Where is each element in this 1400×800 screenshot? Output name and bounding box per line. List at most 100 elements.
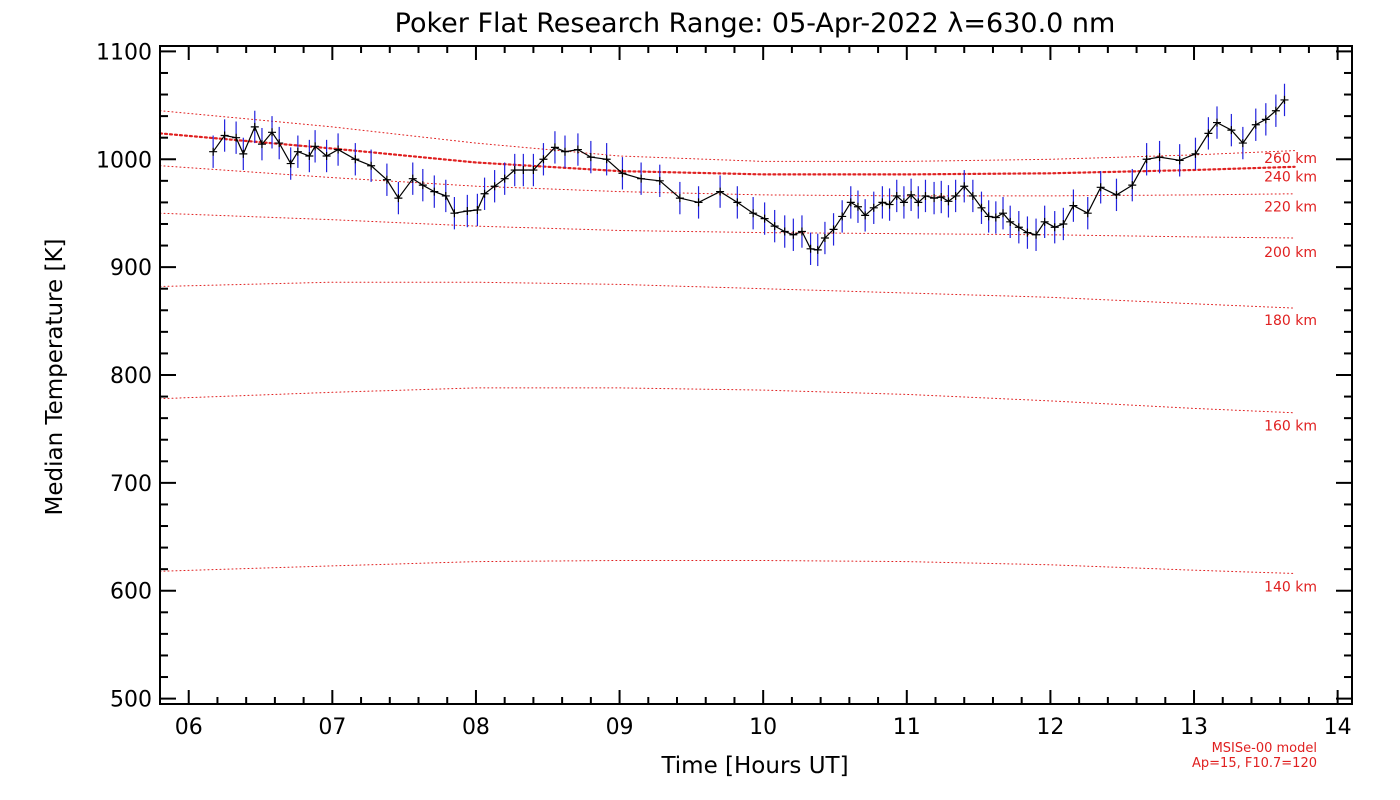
data-point [991,213,1000,222]
data-point [382,175,391,184]
data-point [1069,201,1078,210]
data-point [853,202,862,211]
model-curve-180-km [159,281,1296,309]
data-point [560,147,569,156]
data-point [1023,228,1032,237]
data-point [1128,181,1137,190]
data-point [960,182,969,191]
y-tick-label: 1000 [96,148,152,173]
data-point [869,203,878,212]
data-point [921,191,930,200]
data-point [780,227,789,236]
data-point [322,152,331,161]
data-point [789,230,798,239]
model-curve-200-km [159,212,1296,239]
model-curve-label: 160 km [1264,419,1317,435]
data-point [1261,115,1270,124]
data-point [733,198,742,207]
data-point [1032,230,1041,239]
data-point [892,191,901,200]
data-point [351,155,360,164]
data-point [968,191,977,200]
data-point [1227,126,1236,135]
model-curve-label: 200 km [1264,245,1317,261]
chart-title: Poker Flat Research Range: 05-Apr-2022 λ… [395,8,1116,39]
y-axis-label: Median Temperature [K] [42,239,68,516]
data-point [914,198,923,207]
temperature-series-line [212,99,1285,251]
data-point [977,203,986,212]
data-point [275,139,284,148]
data-point [675,194,684,203]
data-point [500,174,509,183]
x-tick-label: 07 [318,715,346,740]
x-tick-label: 09 [606,715,634,740]
data-point [268,128,277,137]
data-point [861,211,870,220]
data-point [1059,219,1068,228]
model-curve-label: 240 km [1264,170,1317,186]
data-point [510,166,519,175]
data-point [1271,106,1280,115]
x-tick-label: 06 [175,715,203,740]
data-point [293,147,302,156]
data-point [878,198,887,207]
data-point [951,191,960,200]
x-tick-label: 12 [1036,715,1064,740]
data-point [394,194,403,203]
data-point [1155,153,1164,162]
data-point [885,200,894,209]
data-point [1040,217,1049,226]
model-curve-220-km [159,165,1296,197]
data-point [1175,156,1184,165]
data-point [334,145,343,154]
data-point [209,147,218,156]
data-point [829,225,838,234]
data-point [408,174,417,183]
data-point [305,152,314,161]
data-point [1142,155,1151,164]
data-point [463,207,472,216]
data-point [820,234,829,243]
data-point [838,212,847,221]
model-curve-140-km [159,560,1296,574]
data-point [586,153,595,162]
data-point [529,166,538,175]
data-point [944,197,953,206]
y-tick-label: 800 [110,364,152,389]
model-params-note: Ap=15, F10.7=120 [1192,756,1317,771]
data-point [250,122,259,131]
data-point [1251,120,1260,129]
model-curve-label: 140 km [1264,579,1317,595]
plot-frame [159,45,1353,705]
x-tick-label: 14 [1324,715,1352,740]
data-point [441,191,450,200]
model-curve-label: 220 km [1264,200,1317,216]
data-point [490,182,499,191]
x-tick-label: 13 [1180,715,1208,740]
model-note: MSISe-00 model [1212,741,1317,756]
x-tick-label: 08 [462,715,490,740]
y-tick-label: 900 [110,256,152,281]
x-axis-label: Time [Hours UT] [660,753,848,779]
data-point [480,189,489,198]
data-point [937,193,946,202]
data-point [1050,223,1059,232]
data-point [1014,223,1023,232]
data-point [907,190,916,199]
data-point [1204,129,1213,138]
data-point [618,169,627,178]
data-point [220,131,229,140]
data-point [1083,209,1092,218]
data-point [797,227,806,236]
data-point [930,194,939,203]
data-point [519,166,528,175]
data-point [550,143,559,152]
data-point [1280,95,1289,104]
data-point [450,209,459,218]
data-point [760,214,769,223]
y-tick-label: 500 [110,688,152,713]
data-point [770,222,779,231]
data-point [311,142,320,151]
